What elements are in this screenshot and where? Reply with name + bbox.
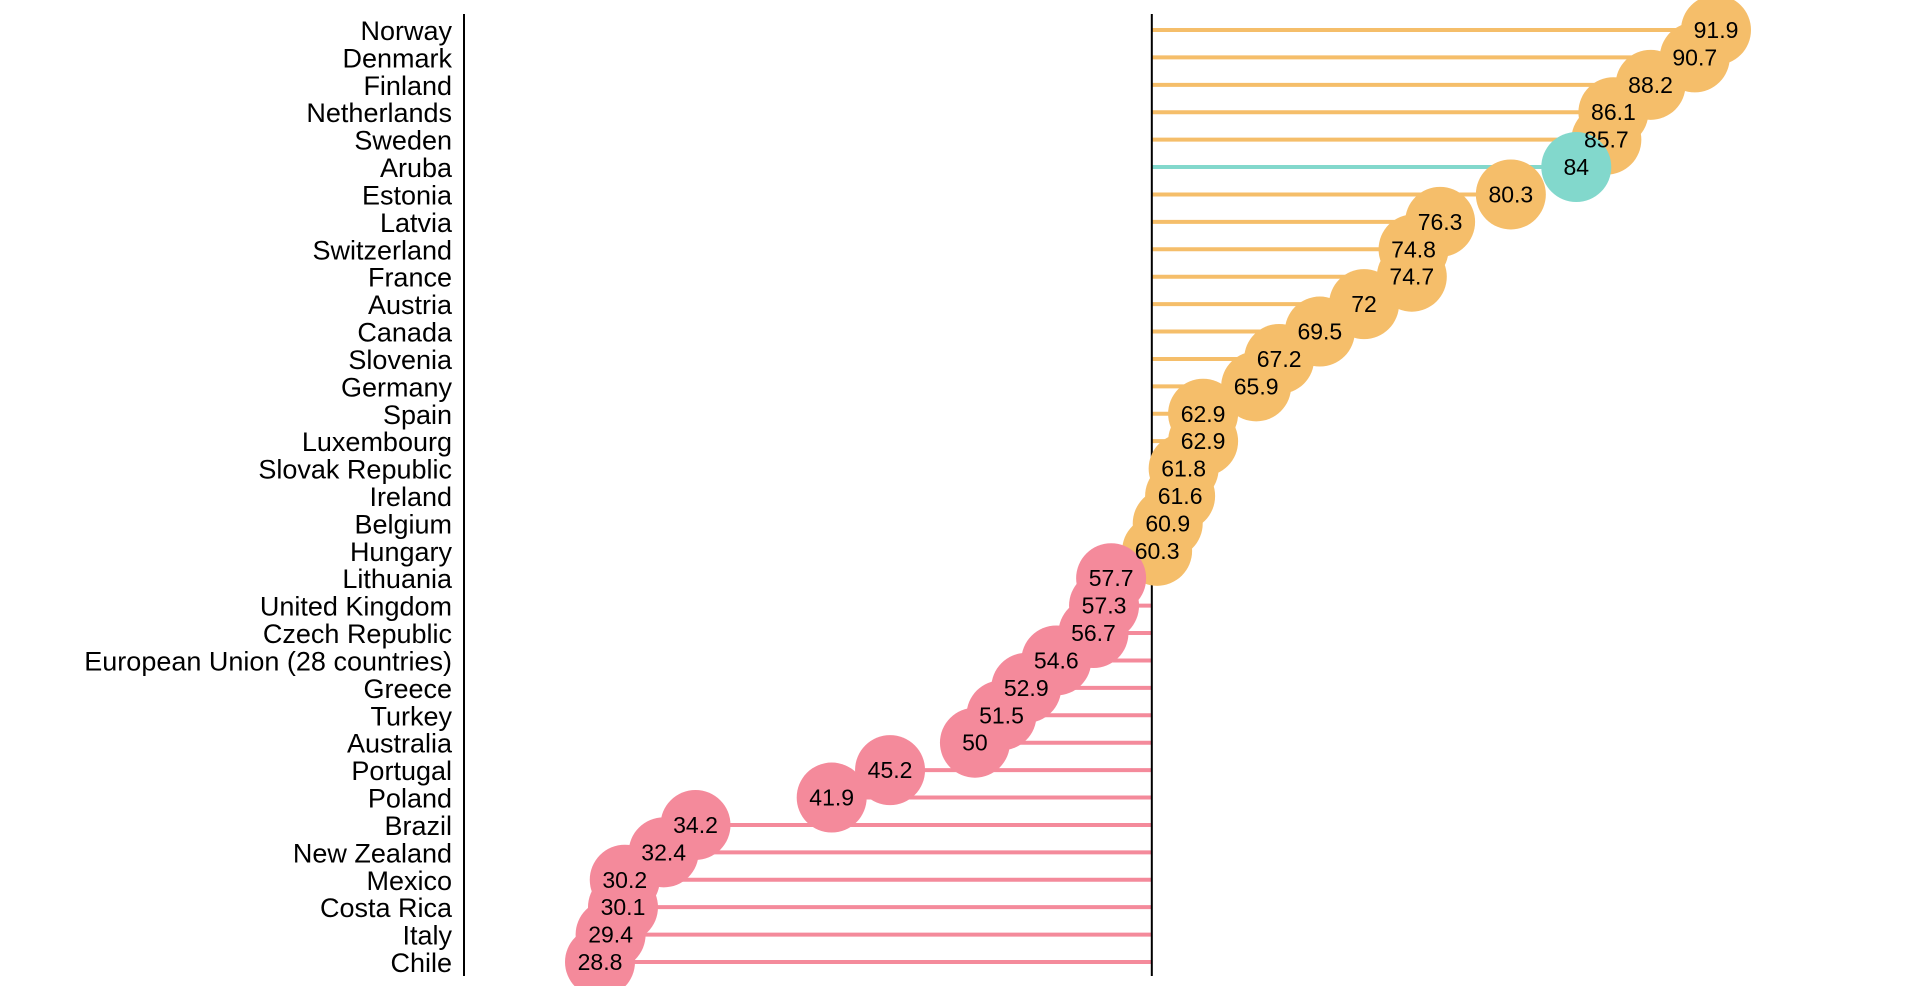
value-label: 60.9 (1145, 510, 1190, 536)
value-label: 74.8 (1391, 236, 1436, 262)
value-label: 84 (1563, 154, 1589, 180)
dot (1475, 159, 1546, 230)
value-label: 61.6 (1158, 483, 1203, 509)
dot (1221, 351, 1292, 422)
category-label: Italy (402, 921, 452, 951)
dot (796, 762, 867, 833)
category-label: Slovenia (348, 345, 453, 375)
value-label: 30.2 (602, 867, 647, 893)
category-label: Sweden (354, 126, 452, 156)
category-label: Belgium (354, 509, 452, 539)
value-label: 61.8 (1161, 456, 1206, 482)
category-label: Estonia (362, 180, 453, 210)
dots-layer (565, 0, 1751, 986)
value-label: 41.9 (809, 785, 854, 811)
category-label: Turkey (370, 701, 452, 731)
category-label: Portugal (351, 756, 452, 786)
category-label: Greece (363, 674, 452, 704)
category-label: Latvia (380, 208, 453, 238)
category-label: Canada (357, 318, 453, 348)
value-label: 74.7 (1389, 264, 1434, 290)
value-label: 65.9 (1234, 373, 1279, 399)
value-label: 69.5 (1297, 319, 1342, 345)
value-label: 72 (1351, 291, 1377, 317)
dot (939, 707, 1010, 778)
value-label: 90.7 (1672, 44, 1717, 70)
category-label: Spain (383, 400, 452, 430)
category-label: Slovak Republic (258, 455, 452, 485)
category-label: Mexico (366, 866, 452, 896)
category-label: United Kingdom (260, 592, 452, 622)
category-label: Poland (368, 784, 452, 814)
value-label: 54.6 (1034, 647, 1079, 673)
value-label: 52.9 (1004, 675, 1049, 701)
category-label: Switzerland (312, 235, 452, 265)
value-label: 29.4 (588, 922, 633, 948)
category-label: Aruba (380, 153, 453, 183)
value-label: 51.5 (979, 702, 1024, 728)
category-label: Norway (360, 16, 452, 46)
category-label: Germany (341, 372, 453, 402)
category-label: Denmark (342, 43, 452, 73)
value-label: 50 (962, 730, 988, 756)
category-label: Brazil (384, 811, 452, 841)
value-label: 60.3 (1135, 538, 1180, 564)
category-label: New Zealand (293, 838, 452, 868)
category-label: Australia (347, 729, 453, 759)
category-label: France (368, 263, 452, 293)
value-label: 30.1 (601, 894, 646, 920)
category-label: Netherlands (306, 98, 452, 128)
value-label: 45.2 (868, 757, 913, 783)
value-label: 57.3 (1082, 593, 1127, 619)
category-label: Hungary (350, 537, 453, 567)
category-label: Ireland (369, 482, 452, 512)
dot (855, 735, 926, 806)
category-label: European Union (28 countries) (84, 646, 452, 676)
value-label: 67.2 (1257, 346, 1302, 372)
labels-layer: 91.9 Norway 90.7 Denmark 88.2 Finland 86.1 Neth… (84, 16, 1738, 978)
value-label: 62.9 (1181, 428, 1226, 454)
value-label: 85.7 (1584, 127, 1629, 153)
category-label: Lithuania (342, 564, 453, 594)
value-label: 32.4 (641, 839, 686, 865)
category-label: Finland (363, 71, 452, 101)
value-label: 91.9 (1694, 17, 1739, 43)
category-label: Luxembourg (302, 427, 452, 457)
value-label: 57.7 (1089, 565, 1134, 591)
value-label: 86.1 (1591, 99, 1636, 125)
value-label: 88.2 (1628, 72, 1673, 98)
category-label: Austria (368, 290, 453, 320)
value-label: 80.3 (1488, 181, 1533, 207)
value-label: 62.9 (1181, 401, 1226, 427)
category-label: Costa Rica (320, 893, 453, 923)
dot (1541, 132, 1612, 203)
value-label: 56.7 (1071, 620, 1116, 646)
value-label: 28.8 (578, 949, 623, 975)
value-label: 76.3 (1418, 209, 1463, 235)
value-label: 34.2 (673, 812, 718, 838)
axes-layer (463, 14, 1153, 976)
category-label: Chile (390, 948, 452, 978)
category-label: Czech Republic (263, 619, 452, 649)
dot (565, 927, 635, 986)
